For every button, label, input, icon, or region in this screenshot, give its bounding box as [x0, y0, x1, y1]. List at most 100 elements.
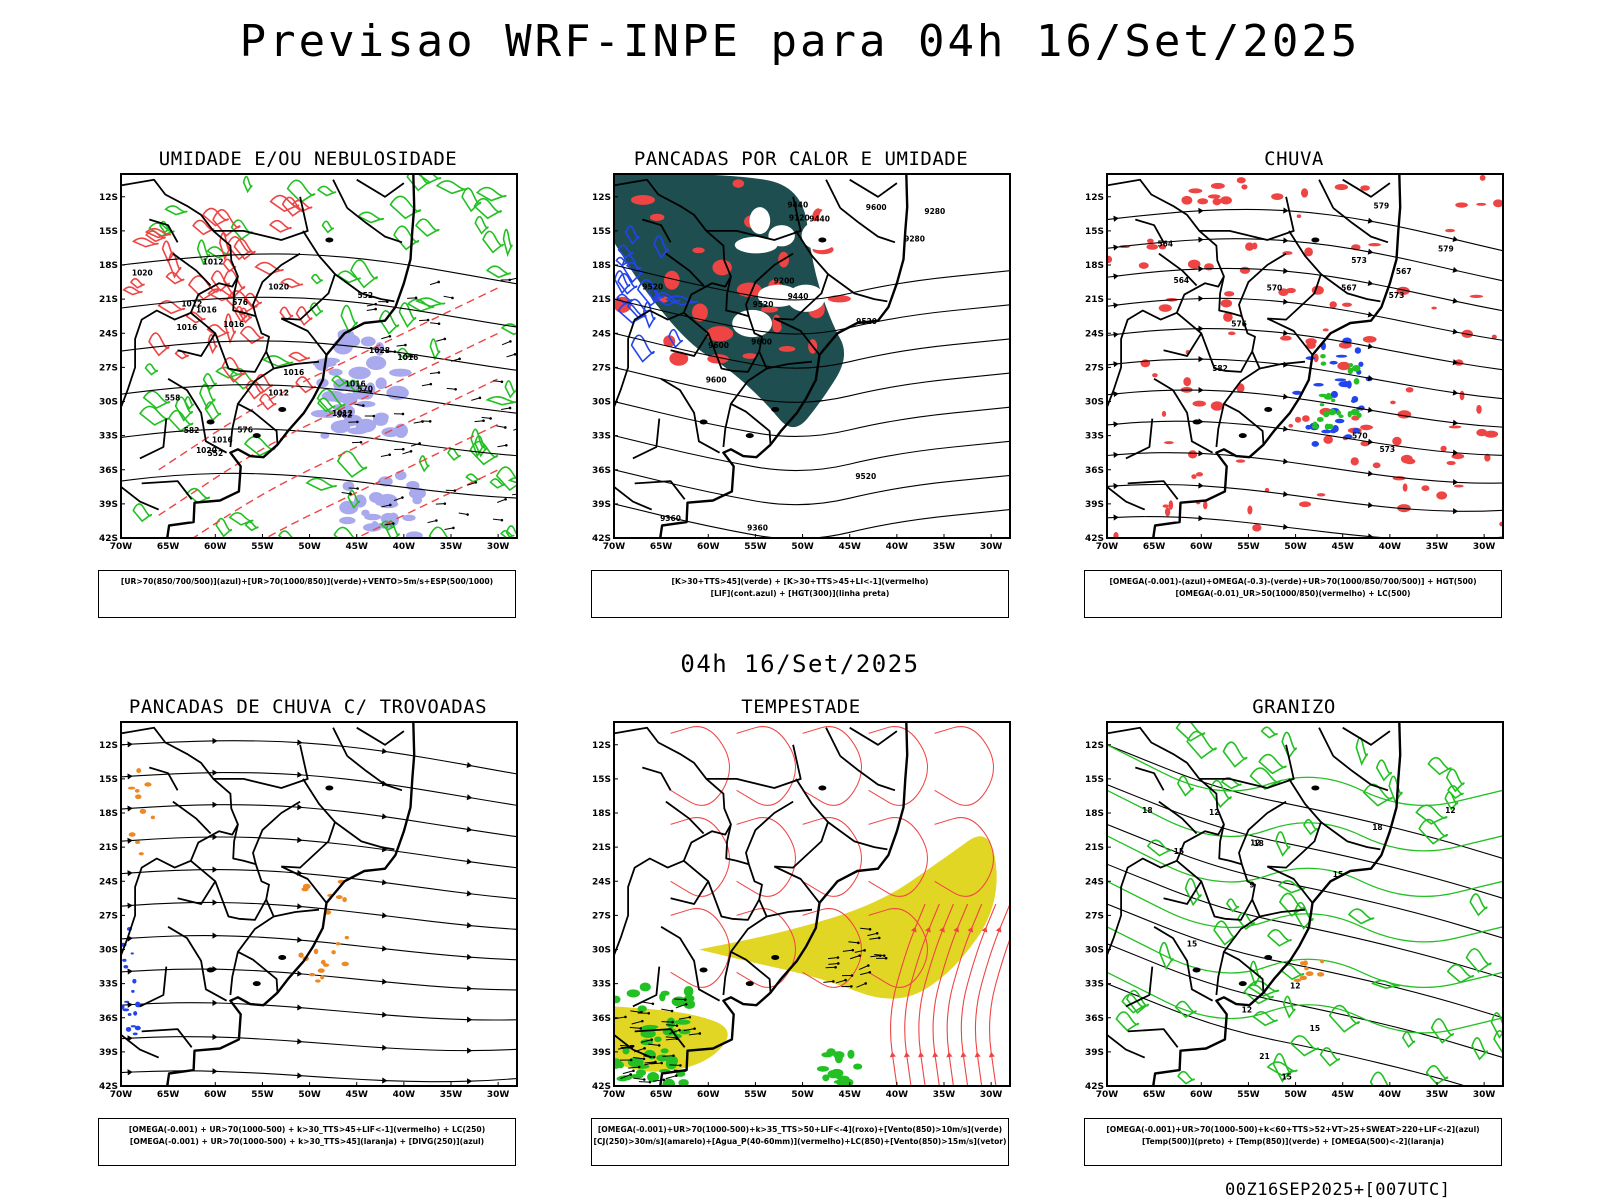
contour-label: 552	[357, 291, 373, 300]
flow-arrow	[1367, 217, 1374, 224]
wind-vector	[492, 380, 502, 383]
flow-arrow	[1283, 237, 1289, 244]
rain-blob-red	[1304, 247, 1313, 257]
wind-vector	[629, 1026, 641, 1029]
flow-arrow	[967, 926, 974, 933]
flow-arrow	[127, 1001, 133, 1008]
wind-vector	[421, 383, 431, 387]
border-line	[1176, 824, 1256, 921]
flow-arrow	[466, 890, 473, 897]
humidity-contour-green	[167, 409, 194, 433]
temp-850	[1388, 775, 1403, 804]
flow-arrow	[1452, 328, 1459, 335]
height-500	[1107, 389, 1503, 428]
humidity-contour-green	[428, 526, 449, 538]
rain-blob-red	[1476, 404, 1482, 414]
divergence-blue	[130, 1025, 136, 1028]
vector-head	[684, 1002, 688, 1006]
flow-arrow	[297, 903, 303, 910]
plot-background	[1107, 722, 1503, 1086]
flow-arrow	[1452, 359, 1459, 366]
wind-vector	[688, 1032, 700, 1036]
convection-orange	[331, 950, 336, 955]
vector-head	[624, 1015, 627, 1019]
rain-blob-red	[1235, 459, 1246, 463]
y-tick-label: 21S	[99, 295, 118, 305]
humidity-contour-green	[316, 185, 337, 197]
x-tick-label: 50W	[298, 1090, 321, 1100]
humidity-contour-green	[321, 220, 334, 234]
contour-label: 1020	[196, 446, 217, 455]
vector-head	[393, 350, 397, 353]
y-tick-label: 42S	[99, 534, 118, 544]
temp-850	[1260, 726, 1278, 739]
border-line	[177, 332, 217, 357]
wind-vector	[497, 498, 506, 503]
convection-orange	[138, 852, 144, 856]
temp-850	[1490, 1012, 1503, 1039]
humidity-contour-red	[207, 288, 237, 302]
vector-head	[678, 1028, 681, 1032]
wind-850-green	[833, 1051, 845, 1059]
border-line	[1135, 766, 1165, 791]
thickness-contour	[355, 469, 499, 538]
border-line	[1125, 418, 1154, 460]
border-line	[839, 207, 896, 244]
border-line	[1267, 230, 1322, 321]
flow-arrow	[1282, 490, 1289, 498]
legend-tempestade: [OMEGA(-0.001)+UR>70(1000-500)+k>35_TTS>…	[591, 1118, 1009, 1166]
legend-line: [OMEGA(-0.001) + UR>70(1000-500) + k>30_…	[129, 1137, 485, 1146]
contour-label: 570	[1352, 432, 1368, 441]
humidity-contour-green	[461, 187, 482, 213]
lif-contour-blue	[617, 273, 638, 295]
humidity-contour-red	[206, 324, 230, 338]
rain-blob-red	[1322, 328, 1329, 332]
rain-blob-red	[1299, 501, 1312, 508]
humidity-contour-green	[474, 215, 489, 235]
humidity-contour-red	[233, 238, 256, 261]
x-tick-label: 30W	[1473, 1090, 1496, 1100]
flow-arrow	[127, 870, 133, 877]
panel-title: PANCADAS POR CALOR E UMIDADE	[633, 148, 969, 170]
rain-blob-red	[1445, 228, 1456, 233]
border-line	[1342, 178, 1391, 198]
border-line	[190, 276, 270, 373]
border-line	[1199, 744, 1295, 789]
border-line	[1342, 726, 1391, 746]
flow-arrow	[1113, 421, 1119, 428]
flow-arrow	[466, 953, 473, 961]
y-tick-label: 21S	[592, 843, 611, 853]
wind-vector	[436, 338, 445, 342]
humidity-contour-green	[331, 375, 348, 388]
lake-marker	[1264, 954, 1273, 960]
omega-blob-blue	[1335, 354, 1348, 358]
flow-arrow	[467, 1047, 473, 1054]
humidity-contour-green	[305, 477, 337, 491]
wind-vector	[644, 1061, 656, 1064]
border-line	[1266, 317, 1314, 356]
panel-trovoadas: PANCADAS DE CHUVA C/ TROVOADAS 70W 65W 60W…	[97, 696, 519, 1166]
height-contour-300	[614, 366, 1010, 403]
rain-blob-red	[1459, 390, 1465, 401]
flow-arrow	[1452, 479, 1459, 486]
y-tick-label: 36S	[1085, 466, 1104, 476]
border-line	[141, 480, 193, 500]
vector-head	[392, 522, 395, 525]
streamline-850	[932, 903, 969, 1086]
rain-blob-red	[1219, 196, 1232, 205]
streamline-850	[670, 908, 730, 988]
x-tick-label: 55W	[744, 1090, 767, 1100]
flow-arrow	[1283, 267, 1289, 274]
legend-trovoadas: [OMEGA(-0.001) + UR>70(1000-500) + k>30_…	[98, 1118, 516, 1166]
y-tick-label: 12S	[592, 741, 611, 751]
vector-head	[650, 1038, 654, 1041]
border-line	[825, 179, 842, 209]
humidity-contour-green	[418, 174, 442, 184]
pressure-isobar	[121, 472, 517, 499]
flow-arrow	[297, 936, 303, 943]
legend-line: [Temp(500)](preto) + [Temp(850)](verde) …	[1141, 1137, 1445, 1146]
lake-marker	[1311, 237, 1320, 243]
humidity-contour-red	[243, 292, 262, 309]
streamline-250	[121, 1002, 517, 1021]
y-tick-label: 33S	[1085, 980, 1104, 990]
